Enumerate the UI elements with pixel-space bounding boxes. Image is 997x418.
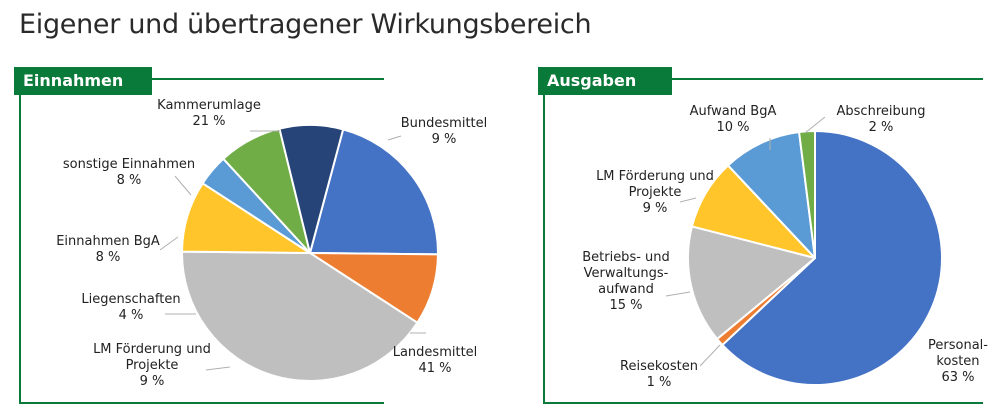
ausgaben-label-betriebs-und-verwaltungsaufwand: Betriebs- und Verwaltungs-aufwand 15 % [582, 250, 670, 313]
einnahmen-label-landesmittel: Landesmittel 41 % [393, 345, 478, 376]
einnahmen-slice-kammerumlage [309, 128, 439, 256]
ausgaben-label-abschreibung: Abschreibung 2 % [837, 104, 926, 135]
einnahmen-slice-landesmittel [181, 250, 419, 382]
einnahmen-slices [181, 124, 439, 382]
einnahmen-label-liegenschaften: Liegenschaften 4 % [81, 292, 180, 323]
einnahmen-label-bundesmittel: Bundesmittel 9 % [401, 116, 488, 147]
ausgaben-leader-reisekosten [699, 344, 721, 367]
einnahmen-leader-einnahmen-bga [159, 236, 179, 251]
ausgaben-panel-frame [543, 78, 983, 404]
ausgaben-label-lm-foerderung-und-projekte: LM Förderung und Projekte 9 % [596, 169, 714, 216]
einnahmen-label-einnahmen-bga: Einnahmen BgA 8 % [56, 234, 160, 265]
einnahmen-leader-lm-foerderung-und-projekte [205, 366, 231, 371]
ausgaben-leader-betriebs-und-verwaltungsaufwand [665, 291, 691, 297]
einnahmen-label-kammerumlage: Kammerumlage 21 % [157, 98, 261, 129]
ausgaben-slice-aufwand-bga [727, 131, 816, 259]
ausgaben-label-personalkosten: Personal-kosten 63 % [928, 338, 988, 385]
einnahmen-panel-title: Einnahmen [14, 67, 152, 95]
ausgaben-label-aufwand-bga: Aufwand BgA 10 % [690, 104, 777, 135]
ausgaben-label-reisekosten: Reisekosten 1 % [620, 359, 698, 390]
ausgaben-slices [687, 129, 943, 386]
einnahmen-label-sonstige-einnahmen: sonstige Einnahmen 8 % [63, 157, 195, 188]
einnahmen-leader-sonstige-einnahmen [174, 175, 192, 196]
einnahmen-leader-bundesmittel [387, 135, 402, 141]
einnahmen-label-lm-foerderung-und-projekte: LM Förderung und Projekte 9 % [93, 342, 211, 389]
einnahmen-slice-sonstige-einnahmen [278, 124, 345, 254]
page-title: Eigener und übertragener Wirkungsbereich [19, 9, 592, 40]
ausgaben-panel-title: Ausgaben [538, 67, 672, 95]
ausgaben-leader-lm-foerderung-und-projekte [679, 197, 697, 203]
ausgaben-slice-betriebs-und-verwaltungsaufwand [687, 225, 816, 340]
ausgaben-slice-personalkosten [721, 130, 943, 386]
einnahmen-panel-frame [19, 78, 384, 404]
ausgaben-leader-abschreibung [804, 116, 826, 134]
